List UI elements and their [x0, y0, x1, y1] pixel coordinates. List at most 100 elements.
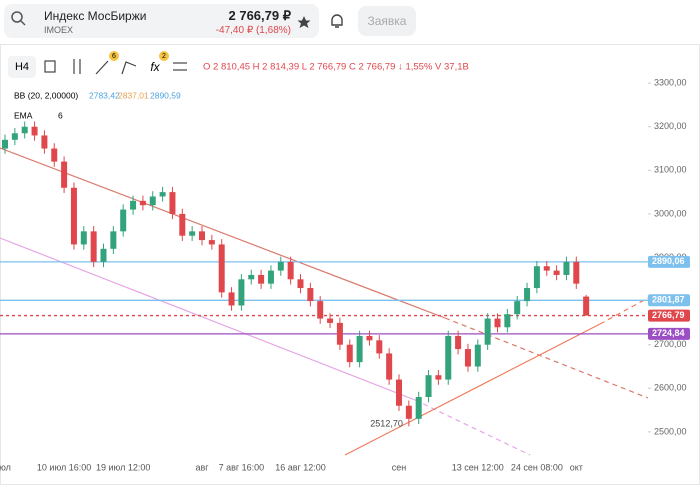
candle-body	[218, 244, 225, 293]
candle-body	[504, 314, 511, 328]
candle-body	[149, 196, 156, 206]
bb-middle: 2837,01	[118, 90, 149, 100]
candle-body	[208, 240, 215, 245]
interval-button[interactable]	[8, 56, 36, 78]
candle-body	[474, 344, 481, 367]
candle-body	[199, 231, 205, 241]
trend-line	[0, 237, 416, 401]
level-label: 2801,87	[652, 295, 685, 305]
candle-body	[238, 279, 245, 306]
y-tick-label: 3000,00	[654, 208, 687, 218]
x-tick-label: окт	[570, 462, 583, 472]
candle-body	[90, 231, 97, 262]
favorite-star[interactable]	[297, 15, 311, 29]
x-tick-label: 13 сен 12:00	[452, 462, 504, 472]
candle-body	[21, 126, 28, 134]
search-icon	[11, 11, 26, 26]
candle-body	[297, 279, 304, 289]
candle-body	[346, 344, 353, 363]
y-tick-label: 3200,00	[654, 121, 687, 131]
y-tick-label: 2600,00	[654, 383, 687, 393]
x-tick-label: юл	[0, 462, 11, 472]
level-tag	[648, 255, 690, 268]
header: Индекс МосБиржи IMOEX 2 766,79 ₽ -47,40 …	[0, 0, 700, 44]
candle-body	[228, 292, 235, 306]
candle-body	[70, 187, 77, 245]
ticker: IMOEX	[44, 25, 74, 35]
candle-body	[159, 192, 166, 197]
candle-body	[317, 301, 324, 319]
candle-body	[287, 261, 294, 280]
candle-body	[573, 261, 580, 284]
x-tick-label: 10 июл 16:00	[37, 462, 91, 472]
candle-body	[2, 139, 8, 149]
candle-body	[405, 405, 412, 419]
chart: H4 fx 6 2 O 2 810,45 H 2 814,39 L 2 766,…	[0, 44, 700, 485]
order-button[interactable]: Заявка	[358, 6, 416, 36]
candle-body	[543, 266, 550, 271]
x-tick-label: 7 авг 16:00	[219, 462, 265, 472]
fx-icon[interactable]: fx	[150, 60, 160, 74]
candle-body	[425, 375, 432, 398]
bb-legend: BB (20, 2,00000)	[14, 90, 78, 100]
candle-body	[396, 379, 402, 406]
toolbar-icons[interactable]	[44, 59, 187, 75]
x-tick-label: сен	[392, 462, 407, 472]
candle-body	[376, 340, 383, 354]
instrument-box[interactable]: Индекс МосБиржи IMOEX 2 766,79 ₽ -47,40 …	[4, 4, 319, 38]
candle-body	[583, 296, 590, 316]
x-tick-label: авг	[195, 462, 209, 472]
candle-body	[494, 318, 501, 328]
candle-body	[130, 200, 137, 210]
candle-body	[100, 248, 107, 262]
interval: H4	[15, 61, 29, 73]
candle-body	[336, 322, 343, 345]
candle-body	[455, 335, 462, 350]
candle-body	[307, 288, 314, 302]
alert-bell[interactable]	[328, 12, 346, 30]
ohlc-info: O 2 810,45 H 2 814,39 L 2 766,79 C 2 766…	[203, 62, 469, 73]
trend-line	[0, 147, 446, 319]
price-change: -47,40 ₽ (1,68%)	[215, 25, 291, 36]
trend-line	[444, 317, 649, 399]
badge	[109, 51, 119, 61]
x-tick-label: 16 авг 12:00	[275, 462, 326, 472]
candle-body	[41, 135, 48, 149]
price: 2 766,79 ₽	[228, 8, 292, 23]
x-tick-label: 19 июл 12:00	[96, 462, 150, 472]
y-tick-label: 3100,00	[654, 165, 687, 175]
candle-body	[258, 274, 265, 284]
trend-line	[599, 297, 649, 325]
y-tick-label: 2700,00	[654, 339, 687, 349]
candle-body	[139, 200, 146, 206]
level-tag	[648, 309, 690, 322]
candle-body	[464, 349, 471, 367]
level-tag	[648, 294, 690, 307]
x-tick-label: 24 сен 08:00	[511, 462, 563, 472]
candle-body	[445, 335, 452, 380]
candle-body	[51, 148, 58, 162]
bb-lower: 2783,42	[89, 90, 120, 100]
candle-body	[120, 209, 127, 232]
candle-body	[553, 270, 560, 275]
candle-body	[415, 397, 422, 419]
candle-body	[563, 261, 570, 275]
candle-body	[80, 231, 87, 245]
level-tag	[648, 327, 690, 340]
badge-text: 2	[162, 53, 166, 60]
candle-body	[110, 231, 117, 249]
y-tick-label: 2500,00	[654, 426, 687, 436]
y-tick-label: 3300,00	[654, 78, 687, 88]
ema-period: 6	[58, 110, 63, 120]
level-label: 2890,06	[652, 256, 685, 266]
candle-body	[277, 261, 284, 271]
candle-body	[169, 192, 176, 214]
candle-body	[31, 126, 38, 136]
level-label: 2724,84	[652, 328, 685, 338]
candle-body	[524, 288, 531, 302]
candle-body	[356, 335, 363, 363]
level-label: 2766,79	[652, 310, 685, 320]
candle-body	[514, 301, 521, 315]
trend-line	[344, 323, 601, 456]
